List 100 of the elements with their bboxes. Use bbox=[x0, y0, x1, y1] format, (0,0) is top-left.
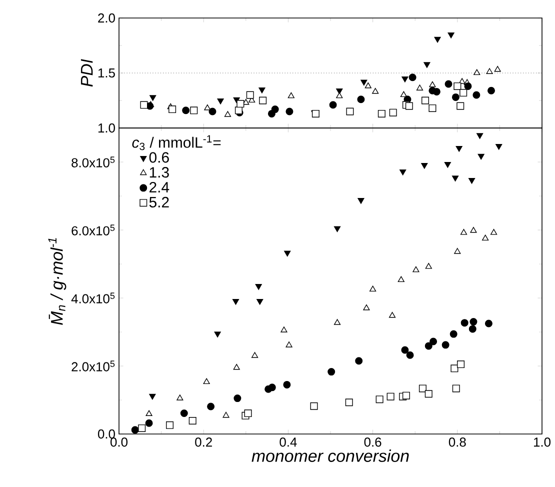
point bbox=[424, 342, 432, 350]
point bbox=[182, 106, 190, 114]
point bbox=[360, 80, 368, 86]
point bbox=[430, 338, 438, 346]
point bbox=[204, 104, 211, 110]
point bbox=[496, 144, 502, 150]
point bbox=[234, 394, 242, 402]
point bbox=[406, 351, 414, 359]
point bbox=[401, 346, 409, 354]
legend-label: 1.3 bbox=[150, 167, 169, 178]
point bbox=[412, 266, 420, 272]
y-tick-label: 1.5 bbox=[98, 68, 115, 78]
point bbox=[334, 319, 341, 325]
point bbox=[388, 312, 396, 318]
point bbox=[138, 424, 146, 432]
point bbox=[329, 101, 337, 109]
x-tick-label: 0.8 bbox=[448, 438, 466, 447]
x-tick-label: 0.0 bbox=[110, 438, 128, 447]
point bbox=[468, 178, 476, 184]
x-tick-label: 1.0 bbox=[534, 438, 551, 447]
point bbox=[232, 299, 240, 305]
point bbox=[470, 226, 477, 233]
point bbox=[460, 319, 468, 327]
point bbox=[328, 368, 336, 376]
point bbox=[358, 198, 364, 204]
point bbox=[400, 169, 406, 176]
point bbox=[494, 66, 501, 72]
point bbox=[398, 276, 404, 282]
point bbox=[363, 304, 370, 310]
y-tick-label: 4.0x10$^{5}$ bbox=[71, 292, 115, 304]
point bbox=[208, 108, 216, 116]
y-tick-label: 2.0x10$^{5}$ bbox=[72, 360, 115, 372]
legend-label: 5.2 bbox=[149, 196, 169, 208]
point bbox=[416, 84, 424, 90]
point bbox=[364, 82, 372, 88]
point bbox=[456, 102, 464, 110]
point bbox=[444, 162, 451, 168]
x-tick-label: 0.4 bbox=[280, 438, 297, 447]
point bbox=[444, 80, 452, 88]
point bbox=[376, 396, 384, 404]
point bbox=[448, 32, 454, 38]
point bbox=[460, 228, 468, 235]
point bbox=[482, 234, 489, 241]
point bbox=[372, 88, 379, 94]
legend-title: c$_{3}$ / mmolL$^{-1}$= bbox=[132, 135, 221, 150]
point bbox=[424, 390, 432, 398]
point bbox=[357, 96, 365, 104]
point bbox=[203, 378, 210, 384]
point bbox=[478, 154, 484, 160]
point bbox=[454, 248, 461, 254]
point bbox=[486, 68, 493, 74]
point bbox=[286, 342, 292, 348]
point bbox=[180, 410, 188, 418]
point bbox=[256, 299, 264, 305]
point bbox=[286, 108, 294, 116]
point bbox=[386, 392, 394, 400]
point bbox=[288, 92, 294, 98]
point bbox=[271, 106, 279, 114]
point bbox=[280, 326, 288, 332]
point bbox=[452, 176, 459, 182]
point bbox=[432, 88, 440, 96]
point bbox=[233, 364, 240, 370]
point bbox=[476, 133, 484, 139]
y-tick-label: 1.0 bbox=[98, 123, 115, 133]
point bbox=[140, 101, 148, 109]
point bbox=[346, 108, 354, 116]
point bbox=[214, 332, 221, 338]
point bbox=[484, 320, 492, 328]
y-tick-label: 2.0 bbox=[98, 13, 115, 23]
point bbox=[405, 102, 413, 110]
point bbox=[334, 226, 341, 232]
y-axis-title: PDI bbox=[80, 59, 93, 87]
y-tick-label: 6.0x10$^{5}$ bbox=[72, 224, 115, 236]
point bbox=[310, 402, 318, 410]
y-axis-title: M̄$_{n}$ / g·mol$^{-1}$ bbox=[48, 238, 66, 325]
point bbox=[166, 421, 174, 429]
point bbox=[490, 228, 498, 235]
point bbox=[236, 100, 244, 108]
point bbox=[424, 62, 430, 68]
point bbox=[474, 69, 480, 76]
point bbox=[345, 398, 353, 406]
point bbox=[251, 352, 258, 358]
point bbox=[464, 82, 472, 90]
point bbox=[224, 111, 232, 117]
point bbox=[402, 392, 410, 400]
point bbox=[487, 86, 495, 94]
point bbox=[145, 419, 153, 427]
point bbox=[452, 384, 460, 392]
point bbox=[429, 81, 436, 88]
point bbox=[378, 110, 386, 118]
x-tick-label: 0.2 bbox=[195, 438, 212, 447]
legend-label: 2.4 bbox=[150, 182, 170, 192]
point bbox=[150, 95, 156, 101]
point bbox=[255, 284, 262, 290]
point bbox=[408, 74, 416, 82]
x-axis-title: monomer conversion bbox=[252, 450, 409, 462]
point bbox=[244, 410, 252, 418]
point bbox=[217, 98, 224, 104]
point bbox=[370, 286, 376, 292]
x-tick-label: 0.6 bbox=[364, 438, 382, 447]
